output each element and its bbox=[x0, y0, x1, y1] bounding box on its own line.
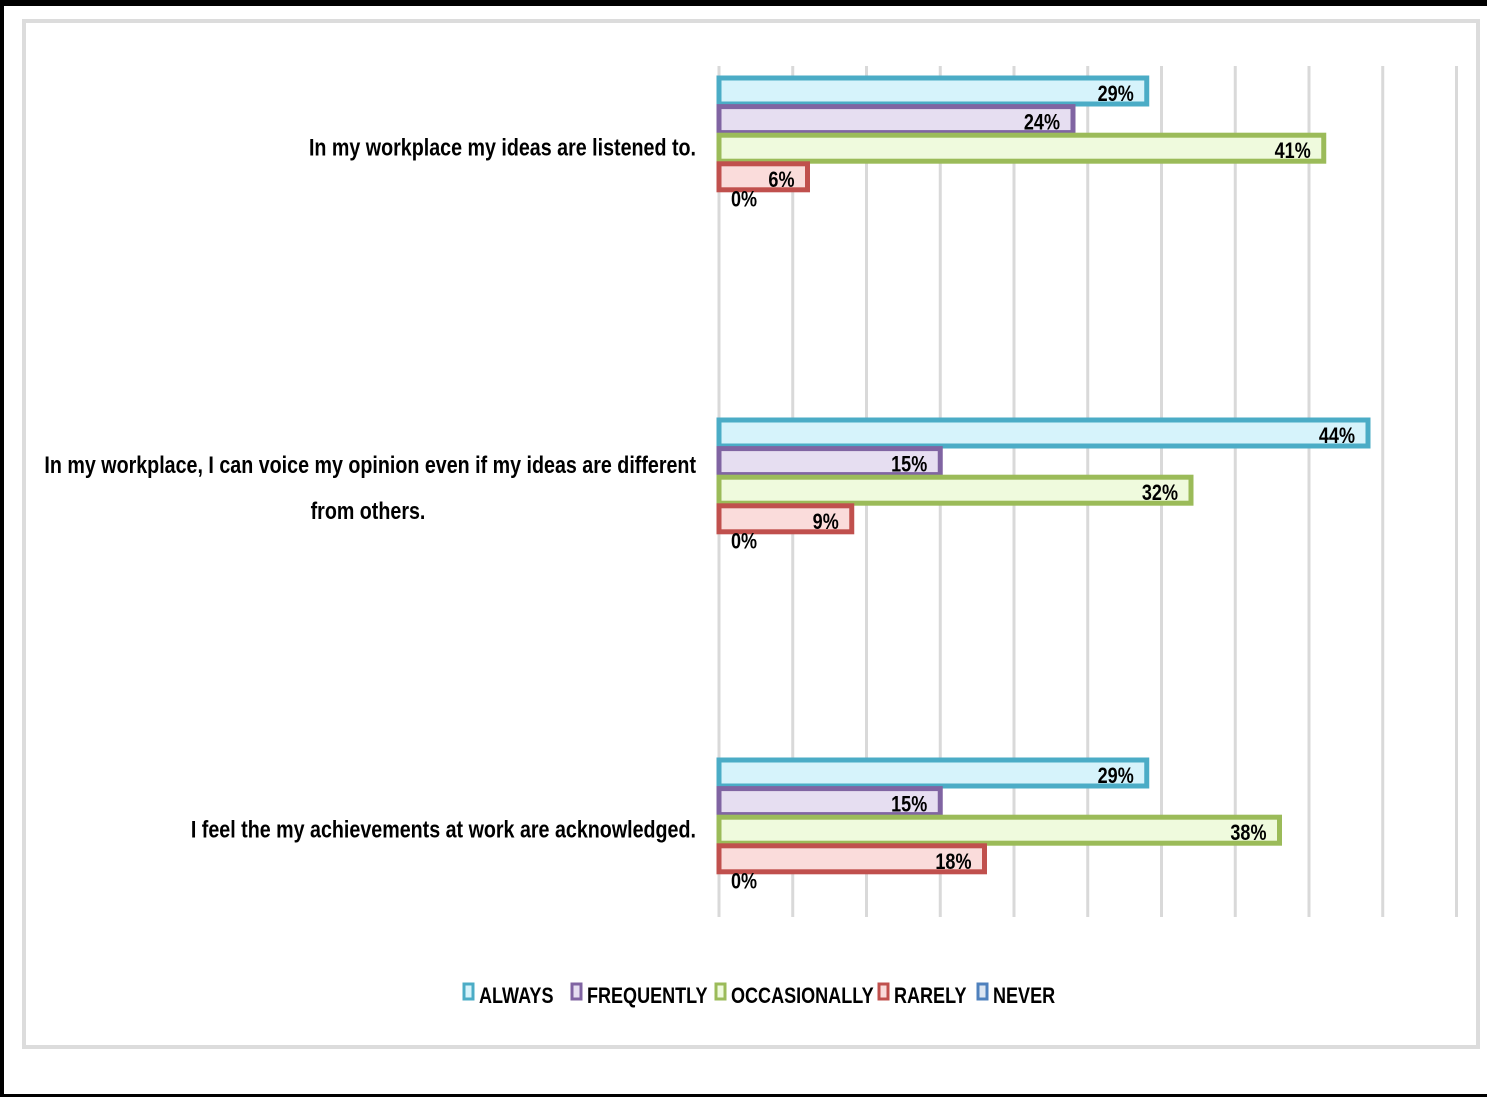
data-label: 38% bbox=[1230, 822, 1266, 846]
data-label: 0% bbox=[731, 188, 757, 212]
data-label: 15% bbox=[891, 793, 927, 817]
bar bbox=[716, 474, 1194, 506]
bar bbox=[716, 446, 943, 478]
category-label: from others. bbox=[311, 497, 426, 524]
legend-label: NEVER bbox=[993, 984, 1056, 1008]
legend-swatch bbox=[462, 982, 475, 1001]
legend-swatch bbox=[570, 982, 583, 1001]
data-label: 15% bbox=[891, 453, 927, 477]
data-label: 18% bbox=[935, 850, 971, 874]
bar bbox=[716, 843, 987, 875]
bars bbox=[716, 75, 1371, 875]
bar bbox=[716, 814, 1282, 846]
bar bbox=[716, 757, 1150, 789]
data-label: 44% bbox=[1319, 424, 1355, 448]
legend-label: RARELY bbox=[894, 984, 967, 1008]
data-label: 0% bbox=[731, 530, 757, 554]
data-labels: 29% 24% 41% 6% 0% 44% 15% 32% 9% 0% 29% 15% 38% 18% 0% bbox=[731, 82, 1355, 893]
category-labels: In my workplace my ideas are listened to… bbox=[44, 134, 696, 843]
legend-swatch bbox=[877, 982, 890, 1001]
bar bbox=[716, 132, 1327, 164]
bar bbox=[716, 161, 810, 193]
category-label: In my workplace my ideas are listened to… bbox=[309, 134, 696, 161]
legend-label: FREQUENTLY bbox=[587, 984, 708, 1008]
data-label: 9% bbox=[813, 510, 839, 534]
data-label: 29% bbox=[1098, 764, 1134, 788]
category-label: In my workplace, I can voice my opinion … bbox=[44, 451, 696, 478]
category-label: I feel the my achievements at work are a… bbox=[191, 816, 696, 843]
data-label: 24% bbox=[1024, 111, 1060, 135]
legend-label: OCCASIONALLY bbox=[731, 984, 874, 1008]
bar bbox=[716, 417, 1371, 449]
legend-swatch bbox=[976, 982, 989, 1001]
data-label: 0% bbox=[731, 870, 757, 894]
legend-swatch bbox=[714, 982, 727, 1001]
bar bbox=[716, 75, 1150, 107]
bar bbox=[716, 786, 943, 818]
legend-label: ALWAYS bbox=[479, 984, 553, 1008]
legend: ALWAYS FREQUENTLY OCCASIONALLY RARELY NEVER bbox=[462, 982, 1056, 1008]
bar bbox=[716, 503, 855, 535]
bar bbox=[716, 104, 1076, 136]
data-label: 29% bbox=[1098, 82, 1134, 106]
data-label: 32% bbox=[1142, 482, 1178, 506]
data-label: 41% bbox=[1275, 140, 1311, 164]
data-label: 6% bbox=[768, 168, 794, 192]
